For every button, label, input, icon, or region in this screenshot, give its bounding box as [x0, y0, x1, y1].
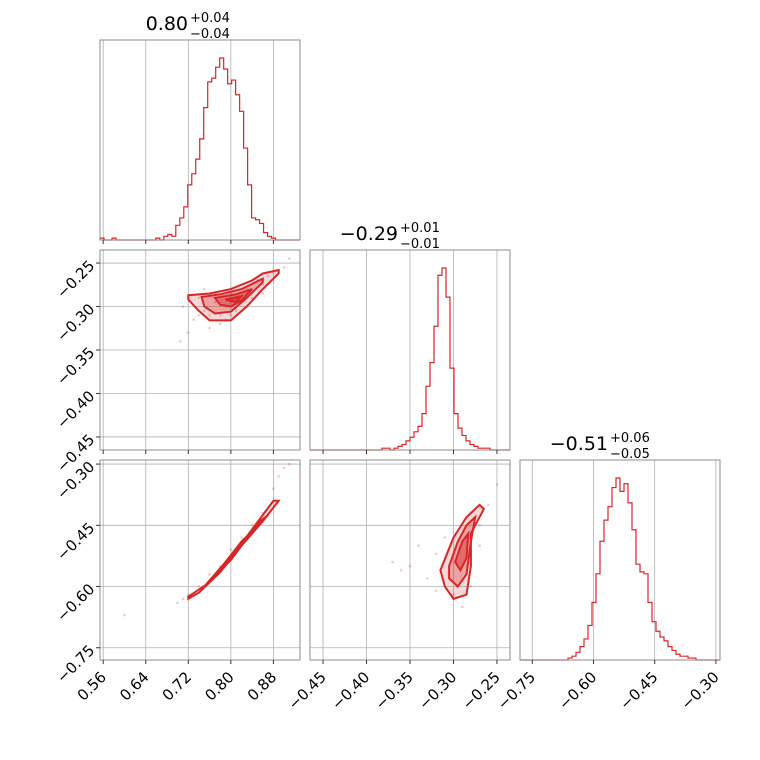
- sample-point: [181, 305, 185, 308]
- histogram-step: [99, 57, 300, 241]
- sample-point: [240, 536, 243, 539]
- histogram-step: [520, 477, 720, 661]
- y-tick-label: −0.25: [53, 257, 98, 302]
- sample-point: [250, 524, 254, 527]
- sample-point: [234, 309, 238, 313]
- sample-point: [288, 257, 291, 260]
- sample-point: [277, 475, 281, 478]
- x-tick-label: −0.45: [616, 668, 661, 713]
- hist-panel-1: −0.29 +0.01−0.01: [309, 221, 511, 454]
- x-tick-label: −0.45: [285, 668, 330, 713]
- density-contour: [219, 530, 253, 571]
- y-tick-label: −0.35: [53, 344, 98, 389]
- x-tick-label: −0.35: [372, 668, 417, 713]
- sample-point: [426, 577, 429, 580]
- sample-point: [208, 313, 211, 317]
- sample-point: [460, 605, 464, 609]
- pair-panel-0: [96, 249, 301, 454]
- sample-point: [197, 313, 201, 317]
- param-title-plus: +0.01: [400, 221, 440, 236]
- sample-point: [478, 544, 481, 548]
- sample-point: [202, 309, 206, 313]
- param-title-minus: −0.04: [190, 27, 230, 42]
- sample-point: [192, 318, 195, 321]
- y-tick-label: −0.60: [53, 580, 98, 625]
- param-title-minus: −0.01: [400, 237, 440, 252]
- pair-panel-2: [309, 459, 511, 664]
- sample-point: [123, 613, 126, 617]
- x-tick-label: 0.80: [201, 668, 237, 704]
- x-tick-label: 0.72: [159, 668, 195, 704]
- sample-point: [400, 568, 403, 572]
- axes-frame: [519, 459, 721, 661]
- sample-point: [179, 340, 182, 343]
- density-contour: [225, 294, 245, 304]
- sample-point: [261, 292, 265, 295]
- sample-point: [186, 331, 190, 334]
- sample-point: [478, 524, 481, 527]
- sample-point: [266, 274, 270, 278]
- y-tick-label: −0.45: [53, 519, 98, 564]
- density-contour: [200, 277, 264, 315]
- param-title-median: −0.51: [550, 433, 608, 455]
- sample-point: [452, 593, 455, 596]
- sample-point: [288, 462, 291, 466]
- y-tick-label: −0.40: [53, 387, 98, 432]
- param-title-median: −0.29: [340, 223, 398, 245]
- sample-point: [176, 601, 179, 605]
- sample-point: [282, 266, 286, 269]
- sample-point: [218, 313, 222, 317]
- sample-point: [208, 572, 211, 576]
- sample-point: [408, 564, 412, 568]
- x-tick-label: −0.30: [415, 668, 460, 713]
- sample-point: [272, 487, 275, 490]
- sample-point: [282, 466, 286, 470]
- x-tick-label: 0.64: [116, 668, 152, 704]
- density-contour: [454, 530, 470, 573]
- param-title-plus: +0.06: [610, 431, 650, 446]
- axes-frame: [99, 459, 301, 661]
- sample-point: [434, 589, 438, 592]
- x-tick-label: −0.30: [678, 668, 723, 713]
- sample-point: [443, 536, 447, 539]
- pair-panel-1: [96, 459, 301, 664]
- sample-point: [417, 544, 420, 548]
- param-title-median: 0.80: [146, 13, 188, 35]
- x-tick-label: 0.56: [74, 668, 110, 704]
- axes-frame: [99, 39, 301, 241]
- hist-panel-2: −0.51 +0.06−0.05: [519, 431, 721, 664]
- sample-point: [218, 322, 222, 326]
- sample-point: [434, 552, 438, 556]
- sample-point: [202, 287, 206, 291]
- sample-point: [250, 296, 254, 300]
- y-tick-label: −0.30: [53, 300, 98, 345]
- sample-point: [469, 585, 473, 588]
- param-title-minus: −0.05: [610, 447, 650, 462]
- x-tick-label: −0.75: [494, 668, 539, 713]
- sample-point: [197, 296, 201, 300]
- sample-point: [181, 597, 185, 601]
- sample-point: [208, 326, 211, 330]
- x-tick-label: −0.25: [459, 668, 504, 713]
- x-tick-label: −0.40: [328, 668, 373, 713]
- sample-point: [486, 503, 490, 507]
- density-contour: [187, 499, 281, 601]
- sample-point: [213, 300, 217, 304]
- hist-panel-0: 0.80 +0.04−0.04: [99, 11, 301, 244]
- sample-point: [391, 560, 394, 564]
- param-title-plus: +0.04: [190, 11, 230, 26]
- x-tick-label: 0.88: [244, 668, 280, 704]
- sample-point: [229, 548, 233, 552]
- sample-point: [197, 585, 201, 588]
- sample-point: [495, 483, 499, 486]
- x-tick-label: −0.60: [555, 668, 600, 713]
- sample-point: [229, 313, 233, 317]
